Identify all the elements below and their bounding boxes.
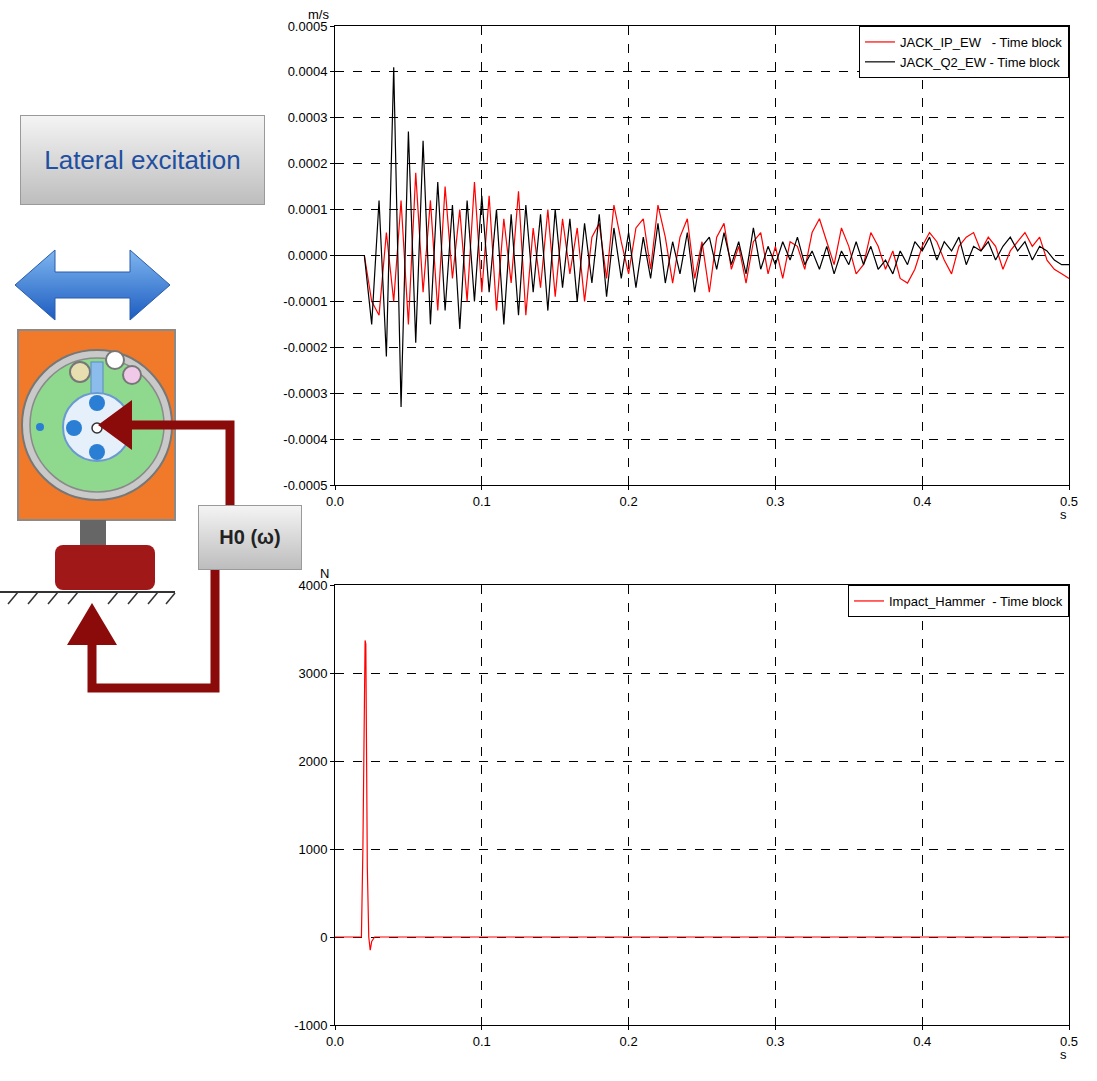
svg-text:0.1: 0.1 [473, 1034, 491, 1049]
svg-text:0.0005: 0.0005 [288, 19, 328, 34]
svg-text:0.0002: 0.0002 [288, 156, 328, 171]
svg-text:0.0003: 0.0003 [288, 110, 328, 125]
svg-text:0: 0 [320, 930, 327, 945]
svg-text:N: N [320, 566, 329, 581]
svg-text:s: s [1060, 1047, 1067, 1062]
svg-text:2000: 2000 [298, 754, 327, 769]
svg-text:0.3: 0.3 [766, 1034, 784, 1049]
svg-text:m/s: m/s [308, 7, 329, 22]
svg-text:0.5: 0.5 [1060, 1034, 1078, 1049]
svg-text:0.0004: 0.0004 [288, 64, 328, 79]
svg-text:4000: 4000 [298, 578, 327, 593]
html-text:H0 (ω): H0 (ω) [219, 526, 281, 548]
svg-text:0.4: 0.4 [913, 1034, 931, 1049]
svg-text:-0.0002: -0.0002 [283, 340, 327, 355]
svg-text:-0.0003: -0.0003 [283, 386, 327, 401]
svg-text:0.0: 0.0 [326, 494, 344, 509]
html-text:Lateral excitation: Lateral excitation [44, 144, 241, 175]
svg-text:0.0: 0.0 [326, 1034, 344, 1049]
svg-text:-0.0005: -0.0005 [283, 478, 327, 493]
svg-text:0.0000: 0.0000 [288, 248, 328, 263]
svg-text:-0.0004: -0.0004 [283, 432, 327, 447]
svg-text:0.2: 0.2 [620, 1034, 638, 1049]
svg-text:JACK_Q2_EW - Time block: JACK_Q2_EW - Time block [900, 55, 1060, 70]
svg-text:0.3: 0.3 [766, 494, 784, 509]
svg-text:0.4: 0.4 [913, 494, 931, 509]
svg-text:0.2: 0.2 [620, 494, 638, 509]
svg-text:s: s [1060, 507, 1067, 522]
svg-text:Impact_Hammer - Time block: Impact_Hammer - Time block [889, 594, 1063, 609]
svg-text:JACK_IP_EW - Time block: JACK_IP_EW - Time block [900, 35, 1062, 50]
svg-text:3000: 3000 [298, 666, 327, 681]
svg-text:0.1: 0.1 [473, 494, 491, 509]
svg-text:0.0001: 0.0001 [288, 202, 328, 217]
svg-text:-1000: -1000 [294, 1018, 327, 1033]
svg-text:-0.0001: -0.0001 [283, 294, 327, 309]
svg-text:0.5: 0.5 [1060, 494, 1078, 509]
svg-text:1000: 1000 [298, 842, 327, 857]
